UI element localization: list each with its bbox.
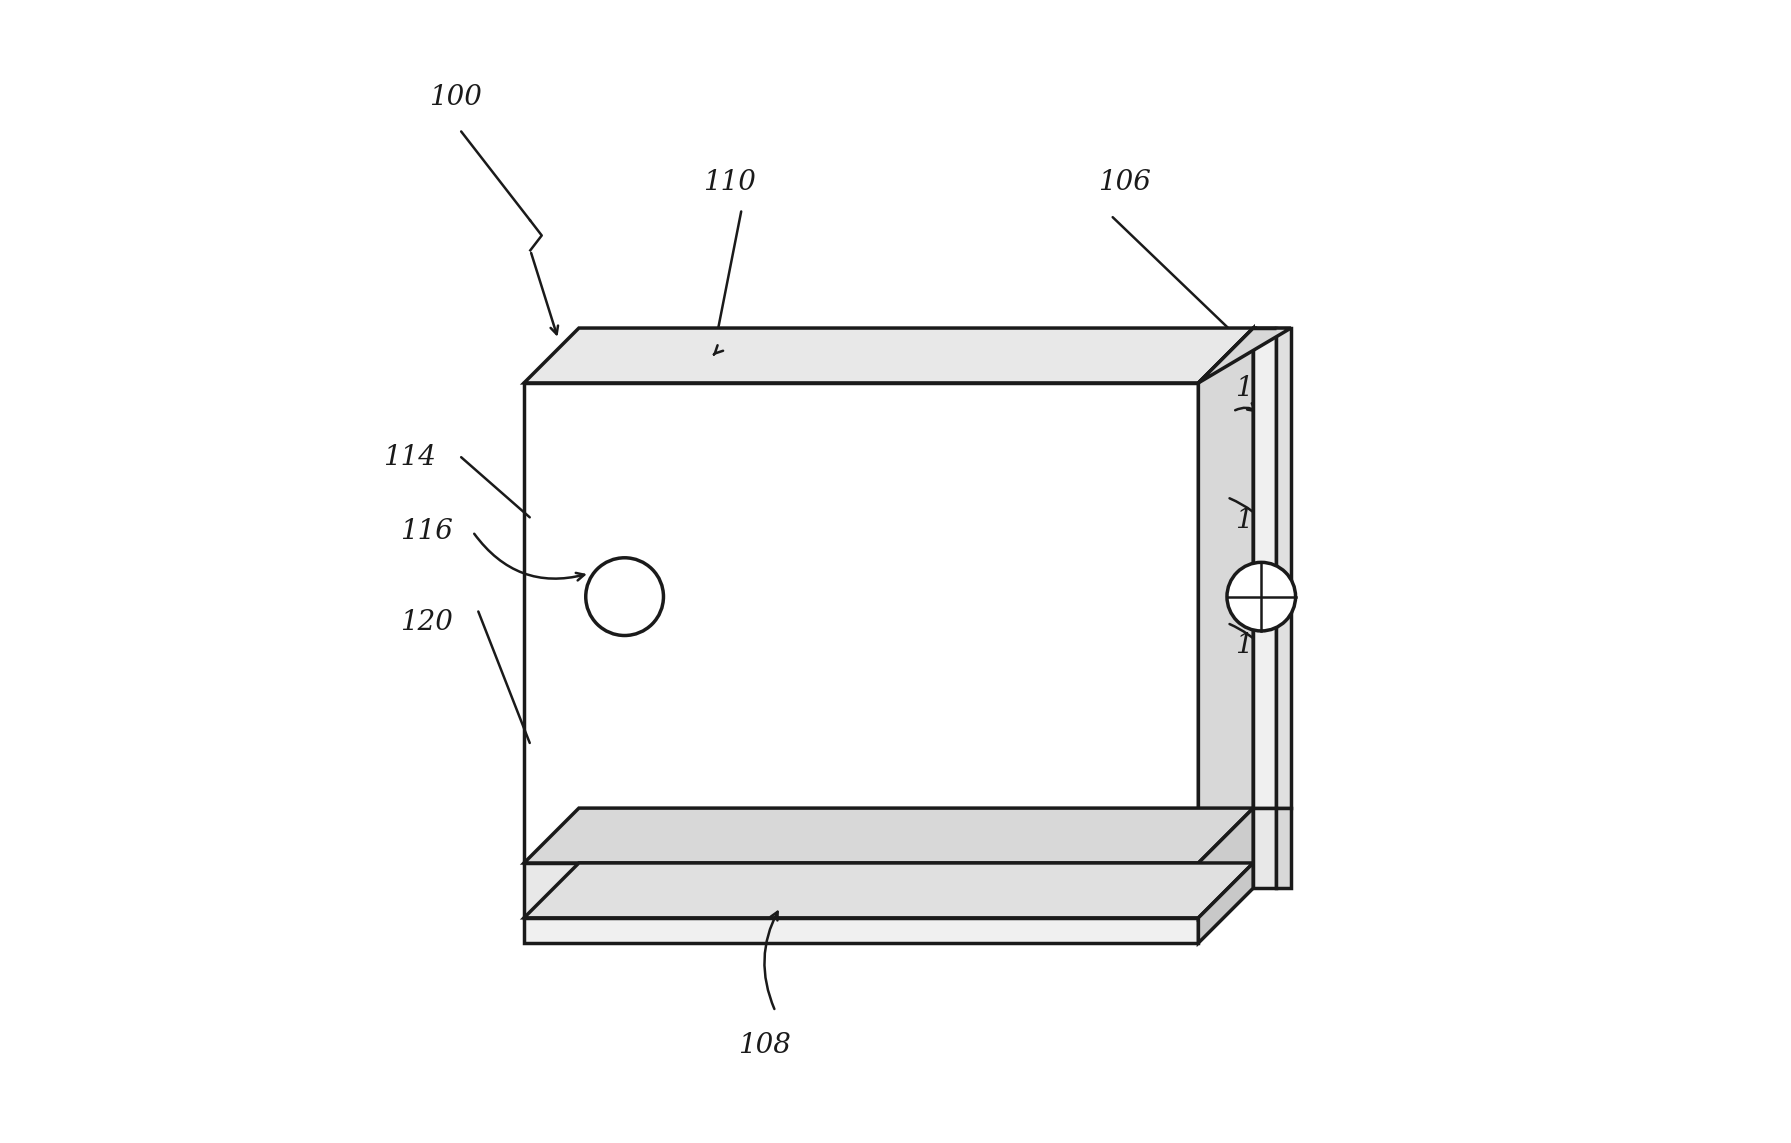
Polygon shape	[1198, 863, 1254, 943]
Polygon shape	[1254, 808, 1277, 888]
Circle shape	[1227, 562, 1295, 631]
Polygon shape	[1254, 328, 1277, 808]
Text: 106: 106	[1098, 169, 1150, 197]
Text: 112: 112	[1234, 375, 1288, 402]
Polygon shape	[525, 383, 1198, 863]
Text: 122: 122	[1234, 506, 1288, 534]
Text: 118: 118	[1234, 632, 1288, 660]
Polygon shape	[525, 328, 1254, 383]
Polygon shape	[1198, 328, 1254, 863]
Text: 116: 116	[401, 518, 453, 545]
Polygon shape	[525, 808, 1254, 863]
Circle shape	[586, 558, 663, 636]
Text: 114: 114	[383, 443, 437, 471]
Text: 120: 120	[401, 609, 453, 637]
Polygon shape	[1198, 808, 1254, 918]
Polygon shape	[1277, 328, 1291, 808]
Text: 110: 110	[704, 169, 756, 197]
Text: 108: 108	[738, 1032, 790, 1060]
Polygon shape	[525, 863, 1254, 918]
Polygon shape	[525, 918, 1198, 943]
Polygon shape	[1277, 808, 1291, 888]
Polygon shape	[1198, 328, 1291, 383]
Polygon shape	[525, 863, 1198, 918]
Text: 100: 100	[430, 83, 482, 111]
